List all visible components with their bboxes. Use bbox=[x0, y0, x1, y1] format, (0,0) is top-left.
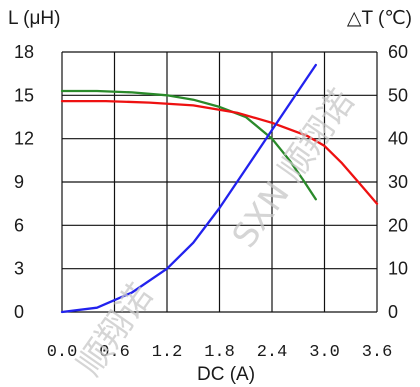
y-left-tick-label: 6 bbox=[14, 215, 24, 235]
y-axis-right-label: △T (℃) bbox=[347, 8, 412, 29]
y-left-tick-label: 0 bbox=[14, 302, 24, 322]
tick-labels: 0.0 0.6 1.2 1.8 2.4 3.0 3.6 0 3 6 9 12 15 18 0 10 20 30 40… bbox=[14, 42, 408, 362]
x-tick-label: 2.4 bbox=[257, 343, 288, 362]
y-right-tick-label: 20 bbox=[388, 215, 408, 235]
y-right-tick-label: 10 bbox=[388, 259, 408, 279]
y-left-tick-label: 3 bbox=[14, 259, 24, 279]
y-left-tick-label: 9 bbox=[14, 172, 24, 192]
series-layer bbox=[60, 63, 379, 314]
series-line-2 bbox=[60, 99, 379, 205]
series-line-1 bbox=[60, 89, 317, 201]
y-left-tick-label: 12 bbox=[14, 129, 34, 149]
y-right-tick-label: 30 bbox=[388, 172, 408, 192]
series-line-3 bbox=[60, 63, 317, 314]
y-right-tick-label: 0 bbox=[388, 302, 398, 322]
x-tick-label: 1.8 bbox=[204, 343, 235, 362]
y-left-tick-label: 18 bbox=[14, 42, 34, 62]
x-axis-label: DC (A) bbox=[197, 364, 255, 385]
y-axis-left-label: L (μH) bbox=[8, 8, 60, 29]
x-tick-label: 0.6 bbox=[99, 343, 130, 362]
x-tick-label: 3.6 bbox=[362, 343, 393, 362]
watermark-text: 顺翔诺 bbox=[70, 277, 161, 383]
y-right-tick-label: 50 bbox=[388, 85, 408, 105]
y-left-tick-label: 15 bbox=[14, 85, 34, 105]
x-tick-label: 0.0 bbox=[47, 343, 78, 362]
x-tick-label: 1.2 bbox=[152, 343, 183, 362]
y-right-tick-label: 40 bbox=[388, 129, 408, 149]
y-right-tick-label: 60 bbox=[388, 42, 408, 62]
chart-grid bbox=[61, 51, 378, 313]
x-tick-label: 3.0 bbox=[309, 343, 340, 362]
